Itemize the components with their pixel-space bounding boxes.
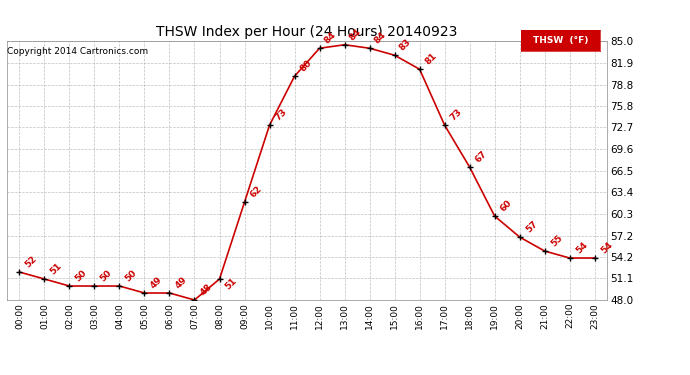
Text: 84: 84 <box>347 27 363 42</box>
Text: 50: 50 <box>99 268 114 283</box>
Text: 50: 50 <box>74 268 89 283</box>
Text: 83: 83 <box>397 37 413 52</box>
Text: 60: 60 <box>499 198 514 213</box>
Text: Copyright 2014 Cartronics.com: Copyright 2014 Cartronics.com <box>7 47 148 56</box>
Text: 84: 84 <box>373 30 388 45</box>
Text: 49: 49 <box>174 275 189 290</box>
Text: 73: 73 <box>274 107 289 122</box>
Text: 51: 51 <box>48 261 63 276</box>
Text: 57: 57 <box>524 219 539 234</box>
Title: THSW Index per Hour (24 Hours) 20140923: THSW Index per Hour (24 Hours) 20140923 <box>157 25 457 39</box>
Text: 73: 73 <box>448 107 464 122</box>
Text: 49: 49 <box>148 275 164 290</box>
Text: 50: 50 <box>124 268 139 283</box>
Text: 81: 81 <box>424 51 439 66</box>
Text: 55: 55 <box>549 233 564 248</box>
Text: 84: 84 <box>322 30 337 45</box>
Text: 80: 80 <box>299 58 314 74</box>
Text: 62: 62 <box>248 184 264 200</box>
Text: 51: 51 <box>224 276 239 291</box>
Text: 67: 67 <box>474 149 489 164</box>
Text: 54: 54 <box>599 240 614 255</box>
Text: 48: 48 <box>199 282 214 297</box>
Text: 54: 54 <box>574 240 589 255</box>
Text: THSW  (°F): THSW (°F) <box>533 36 589 45</box>
Text: 52: 52 <box>23 254 39 269</box>
